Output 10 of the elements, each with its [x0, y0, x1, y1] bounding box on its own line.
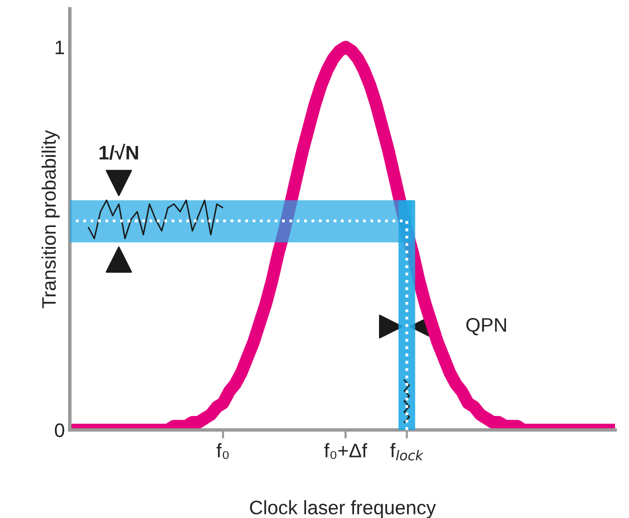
x-axis-title: Clock laser frequency [250, 500, 436, 518]
x-tick-label: f$_{lock}$ [390, 443, 424, 460]
y-tick-label: 0 [54, 423, 64, 438]
annotation: 1/√N [100, 144, 138, 160]
line-series [88, 200, 224, 240]
x-tick-label: f₀+Δf [324, 443, 368, 459]
annotation: QPN [466, 318, 506, 336]
x-tick-label: f₀ [216, 443, 229, 459]
y-axis-title: Transition probability [42, 130, 60, 308]
y-tick-label: 1 [56, 40, 64, 54]
